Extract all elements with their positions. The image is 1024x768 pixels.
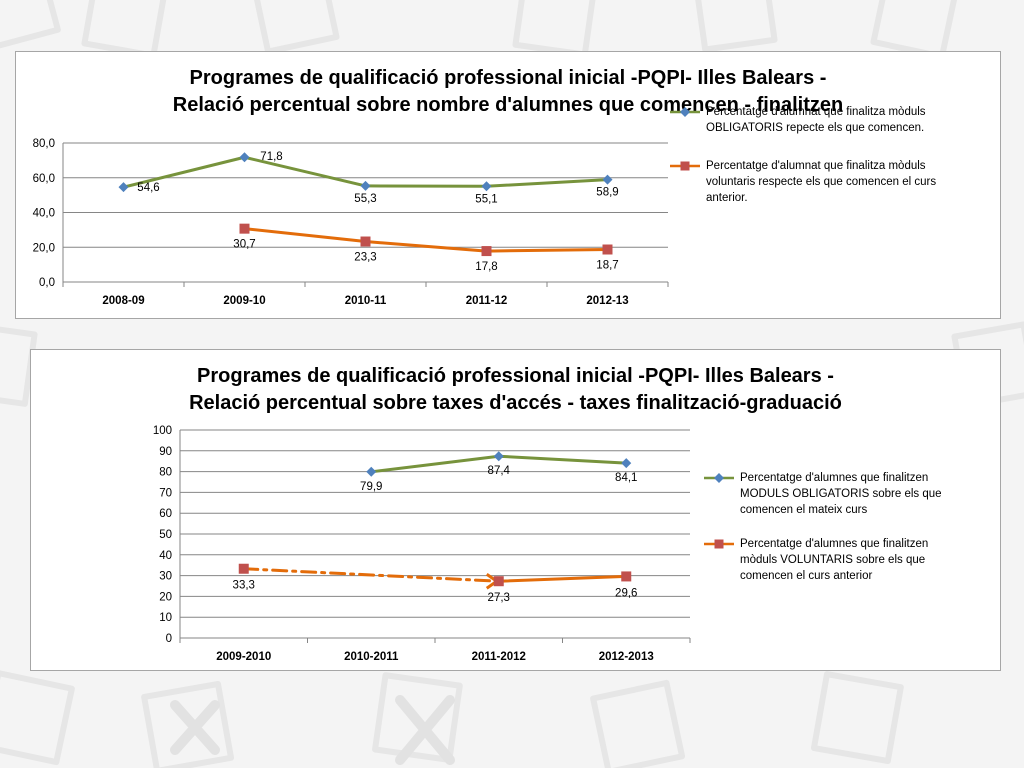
series-line — [497, 574, 628, 583]
series-line — [243, 227, 367, 244]
legend-key-orange-square — [702, 536, 736, 552]
y-tick-label: 60,0 — [33, 173, 55, 185]
data-label: 30,7 — [233, 239, 255, 251]
x-tick-label: 2009-10 — [223, 295, 265, 307]
x-tick-label: 2008-09 — [102, 295, 144, 307]
y-tick-label: 70 — [159, 487, 172, 499]
legend-item-voluntaris: Percentatge d'alumnat que finalitza mòdu… — [668, 158, 968, 206]
data-point-marker — [360, 236, 371, 247]
series-line — [369, 454, 501, 474]
data-label: 58,9 — [596, 187, 618, 199]
chart-title-line-1: Programes de qualificació professional i… — [189, 67, 827, 89]
y-tick-label: 80,0 — [33, 138, 55, 150]
chart-legend-1: Percentatge d'alumnat que finalitza mòdu… — [668, 104, 968, 228]
legend-key-green-diamond — [702, 470, 736, 486]
series-line-gap-dashed — [242, 567, 501, 583]
series-line — [497, 454, 628, 465]
legend-key-green-diamond — [668, 104, 702, 120]
x-tick-label: 2010-2011 — [344, 651, 399, 663]
legend-label: Percentatge d'alumnat que finalitza mòdu… — [706, 106, 926, 134]
data-label: 27,3 — [488, 592, 510, 604]
data-point-marker — [360, 180, 371, 191]
series-line — [485, 248, 609, 253]
chart-title: Programes de qualificació professional i… — [31, 363, 1000, 417]
data-point-marker — [239, 152, 250, 163]
data-label: 79,9 — [360, 481, 382, 493]
series-line — [485, 178, 609, 188]
y-tick-label: 60 — [159, 508, 172, 520]
chart-title: Programes de qualificació professional i… — [16, 65, 1000, 119]
y-tick-label: 0,0 — [39, 277, 55, 289]
data-point-marker — [239, 223, 250, 234]
x-tick-label: 2012-2013 — [599, 651, 654, 663]
chart-title-line-2: Relació percentual sobre nombre d'alumne… — [172, 94, 844, 116]
y-tick-label: 10 — [159, 612, 172, 624]
legend-label: Percentatge d'alumnes que finalitzen mòd… — [740, 538, 929, 582]
data-label: 87,4 — [488, 465, 511, 477]
y-tick-label: 80 — [159, 467, 172, 479]
y-tick-label: 50 — [159, 529, 172, 541]
y-tick-label: 100 — [153, 425, 172, 437]
data-point-marker — [481, 181, 492, 192]
x-tick-label: 2011-12 — [466, 295, 508, 307]
x-tick-label: 2010-11 — [345, 295, 387, 307]
data-point-marker — [366, 466, 377, 477]
legend-item-obligatoris: Percentatge d'alumnat que finalitza mòdu… — [668, 104, 968, 136]
data-label: 55,3 — [354, 193, 376, 205]
data-label: 33,3 — [233, 580, 255, 592]
data-point-marker — [481, 246, 492, 257]
data-label: 55,1 — [475, 193, 497, 205]
chart-title-line-1: Programes de qualificació professional i… — [197, 365, 834, 387]
data-point-marker — [602, 244, 613, 255]
data-point-marker — [621, 571, 632, 582]
series-line — [364, 240, 488, 253]
data-label: 17,8 — [475, 261, 497, 273]
data-label: 29,6 — [615, 587, 637, 599]
legend-key-orange-square — [668, 158, 702, 174]
data-label: 71,8 — [260, 151, 282, 163]
data-point-marker — [493, 451, 504, 462]
chart-legend-2: Percentatge d'alumnes que finalitzen MOD… — [702, 470, 992, 602]
chart-title-line-2: Relació percentual sobre taxes d'accés -… — [189, 392, 842, 414]
y-tick-label: 20,0 — [33, 242, 55, 254]
legend-item-voluntaris: Percentatge d'alumnes que finalitzen mòd… — [702, 536, 992, 584]
series-line — [243, 155, 367, 188]
data-point-marker — [621, 458, 632, 469]
y-tick-label: 20 — [159, 591, 172, 603]
y-tick-label: 90 — [159, 446, 172, 458]
y-tick-label: 30 — [159, 571, 172, 583]
y-tick-label: 0 — [166, 633, 172, 645]
data-label: 23,3 — [354, 252, 376, 264]
y-tick-label: 40 — [159, 550, 172, 562]
data-point-marker — [493, 576, 504, 587]
data-label: 84,1 — [615, 472, 637, 484]
y-tick-label: 40,0 — [33, 208, 55, 220]
x-tick-label: 2012-13 — [586, 295, 628, 307]
data-point-marker — [118, 182, 129, 193]
data-label: 18,7 — [596, 260, 618, 272]
legend-item-obligatoris: Percentatge d'alumnes que finalitzen MOD… — [702, 470, 992, 518]
legend-label: Percentatge d'alumnes que finalitzen MOD… — [740, 472, 942, 516]
x-tick-label: 2011-2012 — [472, 651, 526, 663]
data-point-marker — [602, 174, 613, 185]
data-point-marker — [238, 563, 249, 574]
data-label: 54,6 — [137, 182, 159, 194]
legend-label: Percentatge d'alumnat que finalitza mòdu… — [706, 160, 937, 204]
series-line — [122, 155, 246, 189]
x-tick-label: 2009-2010 — [216, 651, 271, 663]
